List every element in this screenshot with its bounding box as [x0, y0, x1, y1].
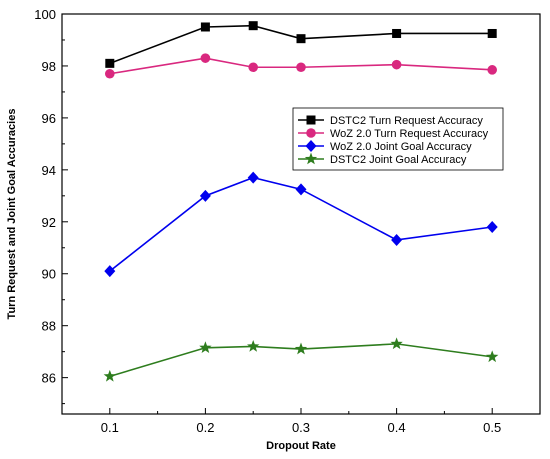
series-line	[109, 57, 493, 75]
star-marker	[390, 337, 403, 350]
circle-marker	[105, 68, 115, 79]
axis-ticks: 86 88 90 92 94 96 98 100 0.1 0.2 0.3 0.4 0.5	[34, 7, 501, 435]
legend-entry: WoZ 2.0 Turn Request Accuracy	[298, 128, 489, 140]
series-4	[103, 337, 499, 382]
y-tick-label: 92	[42, 215, 56, 230]
legend-entry: DSTC2 Joint Goal Accuracy	[298, 152, 467, 166]
series-line	[109, 343, 493, 378]
legend-box	[292, 107, 504, 171]
star-marker	[294, 342, 308, 355]
square-marker	[200, 22, 210, 32]
y-tick-label: 90	[42, 267, 56, 282]
circle-marker	[306, 128, 316, 138]
series-layer	[103, 21, 499, 382]
legend-label: WoZ 2.0 Turn Request Accuracy	[330, 128, 489, 140]
diamond-marker	[305, 140, 317, 152]
y-tick-label: 86	[42, 371, 56, 386]
x-axis-title: Dropout Rate	[266, 440, 336, 452]
star-marker	[199, 341, 212, 354]
circle-marker	[487, 65, 498, 75]
y-axis-title: Turn Request and Joint Goal Accuracies	[6, 109, 18, 320]
y-tick-label: 88	[42, 319, 56, 334]
circle-marker	[248, 62, 258, 73]
y-tick-label: 98	[42, 59, 56, 74]
square-marker	[248, 21, 258, 31]
diamond-marker	[199, 189, 211, 202]
star-marker	[103, 369, 116, 382]
square-marker	[296, 34, 306, 44]
series-3	[104, 171, 498, 278]
y-tick-label: 94	[42, 163, 56, 178]
series-2	[105, 53, 498, 79]
star-marker	[247, 339, 260, 352]
x-tick-label: 0.3	[292, 420, 310, 435]
square-marker	[487, 28, 497, 38]
circle-marker	[296, 62, 306, 73]
x-tick-label: 0.2	[196, 420, 214, 435]
circle-marker	[200, 53, 211, 63]
x-tick-label: 0.1	[101, 420, 119, 435]
series-line	[109, 176, 493, 272]
square-marker	[392, 28, 402, 38]
circle-marker	[391, 59, 402, 70]
series-1	[105, 21, 497, 68]
legend-label: DSTC2 Turn Request Accuracy	[330, 115, 483, 127]
diamond-marker	[391, 233, 403, 246]
legend-label: DSTC2 Joint Goal Accuracy	[330, 154, 467, 166]
square-marker	[105, 58, 115, 68]
x-tick-label: 0.4	[388, 420, 406, 435]
diamond-marker	[486, 220, 498, 233]
diamond-marker	[295, 183, 307, 196]
diamond-marker	[104, 265, 116, 278]
diamond-marker	[247, 171, 259, 184]
x-tick-label: 0.5	[483, 420, 501, 435]
star-marker	[304, 152, 318, 165]
legend-entry: WoZ 2.0 Joint Goal Accuracy	[298, 140, 472, 153]
y-tick-label: 96	[42, 111, 56, 126]
legend-label: WoZ 2.0 Joint Goal Accuracy	[330, 141, 472, 153]
series-line	[109, 24, 493, 65]
square-marker	[306, 115, 316, 125]
y-tick-label: 100	[34, 7, 56, 22]
star-marker	[486, 350, 499, 363]
legend-entry: DSTC2 Turn Request Accuracy	[298, 115, 483, 127]
